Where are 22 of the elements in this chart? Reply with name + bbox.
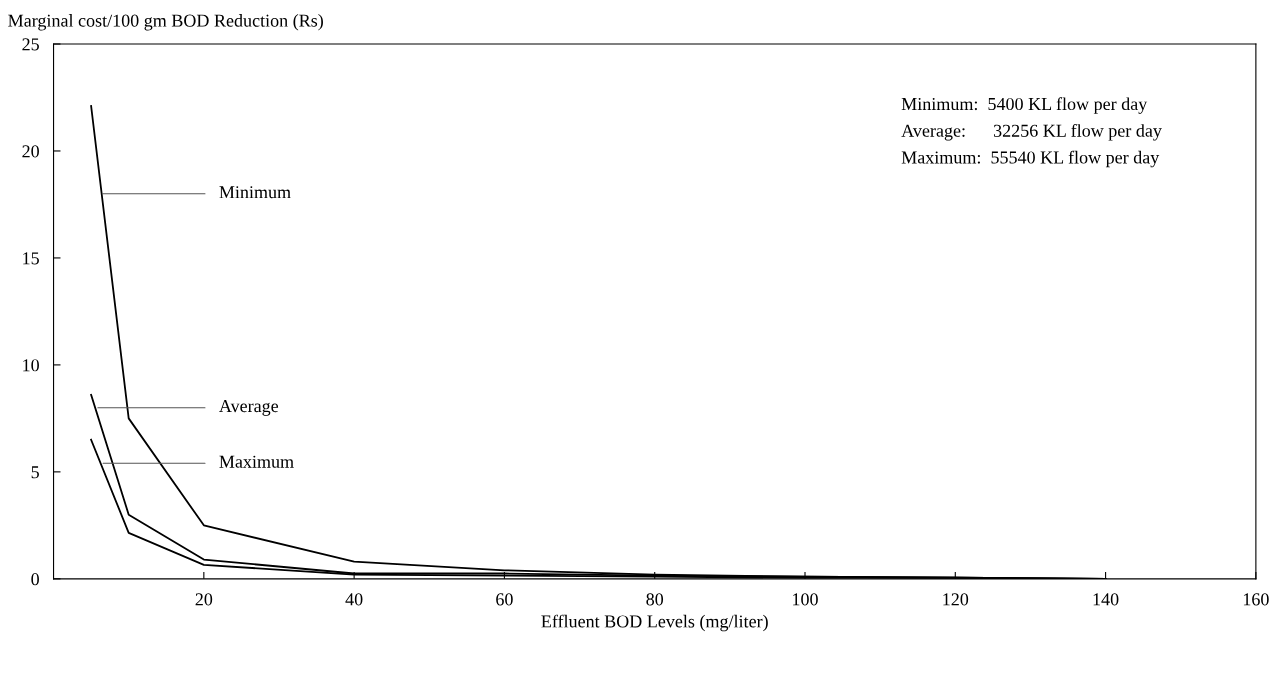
x-tick-label: 140 — [1093, 593, 1119, 606]
x-tick-label: 160 — [1243, 593, 1269, 606]
y-tick-label: 20 — [22, 145, 39, 158]
annotation: Average — [219, 400, 279, 416]
y-tick-label: 25 — [22, 38, 39, 51]
x-axis-title: Effluent BOD Levels (mg/liter) — [541, 614, 768, 632]
x-tick-label: 20 — [195, 593, 213, 606]
x-tick-label: 100 — [793, 593, 818, 606]
x-tick-label: 60 — [496, 593, 513, 606]
annotation: Maximum — [219, 455, 294, 468]
y-tick-label: 15 — [23, 252, 39, 265]
annotation: Average: 32256 KL flow per day — [901, 123, 1162, 141]
annotation: Minimum — [219, 186, 291, 199]
y-tick-label: 5 — [31, 466, 39, 479]
y-tick-label: 0 — [31, 573, 39, 586]
y-axis-title: Marginal cost/100 gm BOD Reduction (Rs) — [8, 14, 323, 31]
x-tick-label: 80 — [646, 593, 664, 606]
annotation: Maximum: 55540 KL flow per day — [901, 150, 1160, 168]
annotation: Minimum: 5400 KL flow per day — [901, 97, 1148, 114]
x-tick-label: 120 — [943, 593, 969, 606]
y-tick-label: 10 — [23, 359, 39, 372]
x-tick-label: 40 — [345, 593, 363, 606]
